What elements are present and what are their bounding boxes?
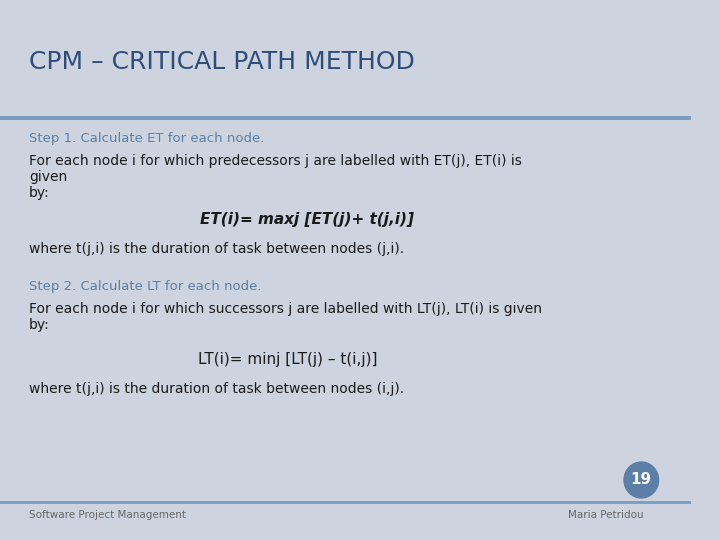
Text: 19: 19 — [631, 472, 652, 488]
Text: given: given — [29, 170, 67, 184]
Text: LT(i)= minj [LT(j) – t(i,j)]: LT(i)= minj [LT(j) – t(i,j)] — [198, 352, 378, 367]
Text: by:: by: — [29, 318, 50, 332]
Circle shape — [624, 462, 659, 498]
Text: where t(j,i) is the duration of task between nodes (j,i).: where t(j,i) is the duration of task bet… — [29, 242, 404, 256]
Text: Step 1. Calculate ET for each node.: Step 1. Calculate ET for each node. — [29, 132, 264, 145]
Text: where t(j,i) is the duration of task between nodes (i,j).: where t(j,i) is the duration of task bet… — [29, 382, 404, 396]
Text: For each node i for which predecessors j are labelled with ET(j), ET(i) is: For each node i for which predecessors j… — [29, 154, 522, 168]
Text: Maria Petridou: Maria Petridou — [567, 510, 643, 520]
Text: by:: by: — [29, 186, 50, 200]
Text: For each node i for which successors j are labelled with LT(j), LT(i) is given: For each node i for which successors j a… — [29, 302, 541, 316]
Text: Step 2. Calculate LT for each node.: Step 2. Calculate LT for each node. — [29, 280, 261, 293]
Text: ET(i)= maxj [ET(j)+ t(j,i)]: ET(i)= maxj [ET(j)+ t(j,i)] — [200, 212, 414, 227]
Text: Software Project Management: Software Project Management — [29, 510, 186, 520]
Text: CPM – CRITICAL PATH METHOD: CPM – CRITICAL PATH METHOD — [29, 50, 415, 74]
